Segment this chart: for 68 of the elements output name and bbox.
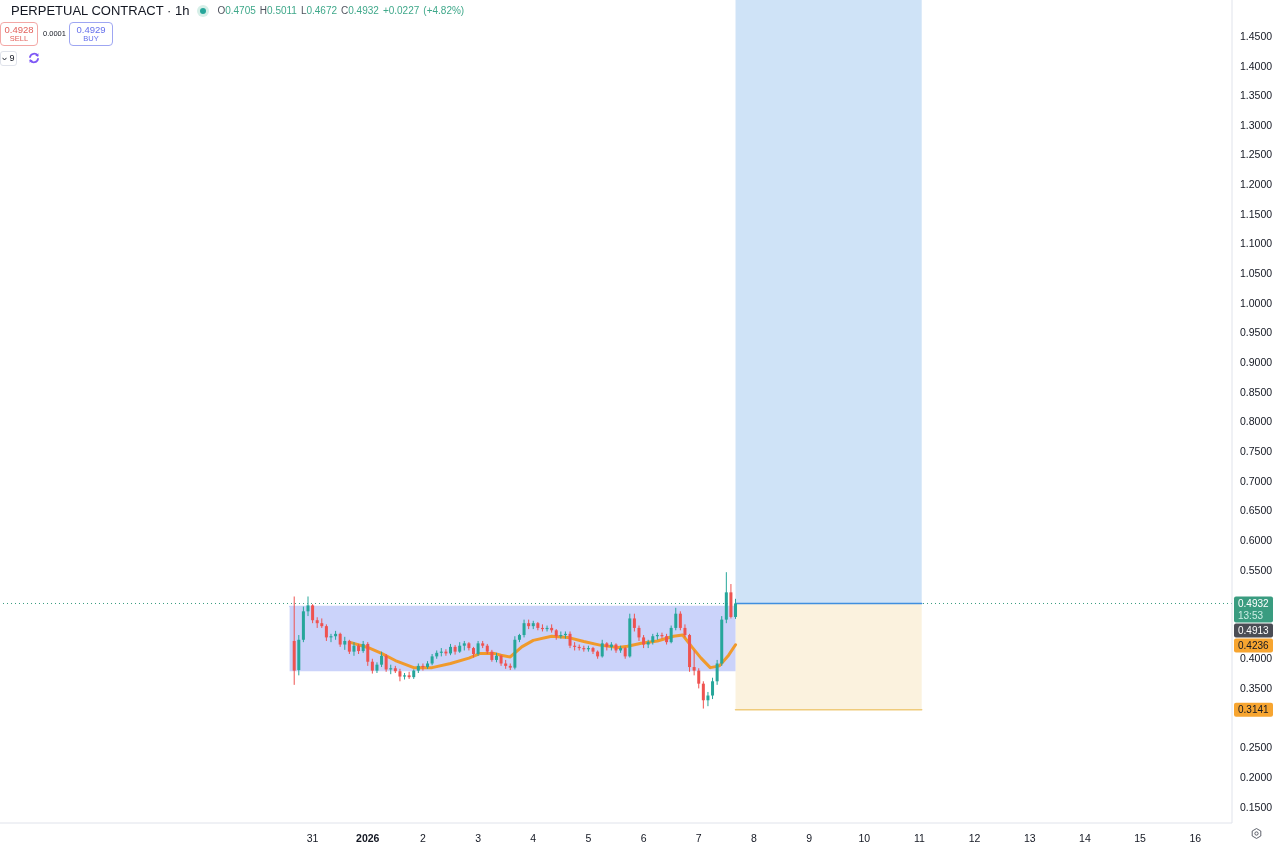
text: O0.4705 H0.5011 L0.4672 C0.4932 +0.0227 (+4.82%) <box>217 5 465 16</box>
x-tick-label: 8 <box>750 832 757 845</box>
candlestick <box>711 677 715 700</box>
candlestick <box>306 596 310 617</box>
x-tick-label: 15 <box>1134 832 1147 845</box>
annotation: 9 <box>9 53 15 63</box>
y-tick-label: 0.7000 <box>1240 474 1273 487</box>
candlestick <box>407 671 411 680</box>
y-tick-label: 1.4500 <box>1240 29 1273 42</box>
x-tick-label: 4 <box>530 832 537 845</box>
candlestick <box>697 667 701 689</box>
x-tick-label: 2 <box>420 832 426 845</box>
annotation: 0.3141 <box>1238 704 1270 716</box>
text: 0.4913 <box>1238 624 1270 636</box>
x-tick-label: 31 <box>306 832 319 845</box>
y-tick-label: 1.1500 <box>1240 207 1273 220</box>
annotation: 0.4928 <box>4 24 34 36</box>
y-tick-label: 1.2000 <box>1240 178 1273 191</box>
candlestick <box>352 641 356 657</box>
candlestick <box>715 659 719 686</box>
x-tick-label: 13 <box>1023 832 1036 845</box>
candlestick <box>678 610 682 631</box>
y-tick-label: 1.2500 <box>1240 148 1273 161</box>
x-tick-label: 7 <box>695 832 702 845</box>
candlestick <box>311 603 315 624</box>
x-tick-label: 5 <box>585 832 592 845</box>
y-tick-label: 1.3500 <box>1240 89 1273 102</box>
y-tick-label: 0.9500 <box>1240 326 1273 339</box>
y-tick-label: 0.7500 <box>1240 444 1273 457</box>
annotation: 0.4236 <box>1238 639 1270 651</box>
x-tick-label: 11 <box>913 832 926 845</box>
y-tick-label: 0.1500 <box>1240 800 1273 813</box>
candlestick <box>701 680 705 710</box>
chart-title: PERPETUAL CONTRACT · 1h <box>11 3 190 18</box>
y-tick-label: 0.4000 <box>1240 652 1273 665</box>
y-tick-label: 0.2500 <box>1240 741 1273 754</box>
candlestick <box>375 661 379 674</box>
y-tick-label: 0.2000 <box>1240 771 1273 784</box>
y-tick-label: 1.1000 <box>1240 237 1273 250</box>
y-tick-label: 1.4000 <box>1240 59 1273 72</box>
candlestick <box>683 623 687 638</box>
x-tick-label: 14 <box>1079 832 1091 845</box>
y-tick-label: 1.0000 <box>1240 296 1273 309</box>
candlestick <box>674 607 678 631</box>
candlestick <box>692 649 696 676</box>
y-tick-label: 0.3500 <box>1240 682 1273 695</box>
y-tick-label: 0.6000 <box>1240 533 1273 546</box>
y-tick-label: 0.9000 <box>1240 356 1273 369</box>
y-tick-label: 0.6500 <box>1240 504 1273 517</box>
x-tick-label: 2026 <box>356 832 380 845</box>
candlestick <box>366 641 370 667</box>
y-tick-label: 1.3000 <box>1240 118 1273 131</box>
y-tick-label: 0.8500 <box>1240 385 1273 398</box>
x-tick-label: 12 <box>968 832 981 845</box>
x-tick-label: 16 <box>1189 832 1202 845</box>
x-tick-label: 10 <box>858 832 871 845</box>
x-tick-label: 6 <box>640 832 647 845</box>
y-tick-label: 0.5500 <box>1240 563 1273 576</box>
text: 13:53 <box>1238 609 1264 621</box>
y-tick-label: 0.8000 <box>1240 415 1273 428</box>
candlestick <box>734 598 738 620</box>
annotation: 0.4929 <box>76 24 106 36</box>
y-tick-label: 1.0500 <box>1240 267 1273 280</box>
x-tick-label: 3 <box>475 832 482 845</box>
candlestick <box>398 668 402 682</box>
ref-line-label: 0.4932 <box>1238 597 1270 609</box>
candlestick <box>453 644 457 656</box>
x-tick-label: 9 <box>806 832 813 845</box>
